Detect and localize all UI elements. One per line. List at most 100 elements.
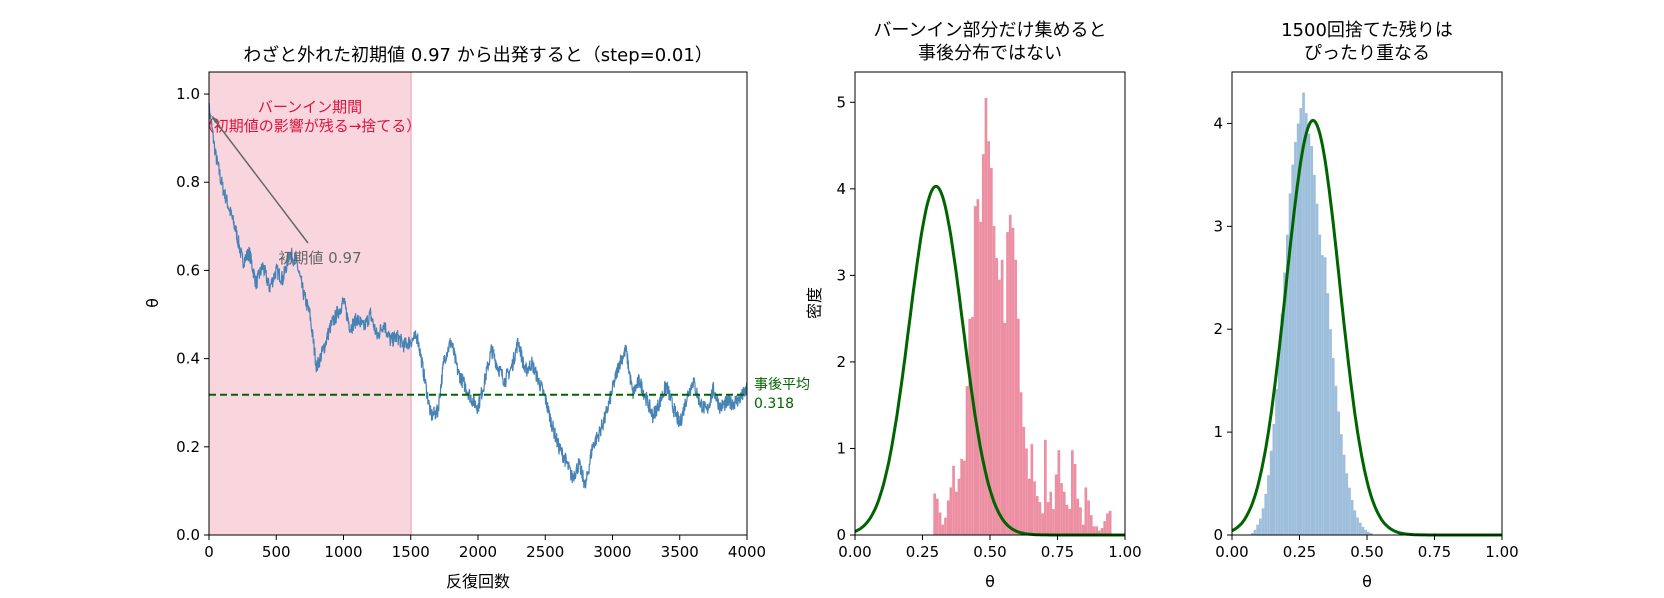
histogram-bar (957, 478, 961, 535)
histogram-bar (1358, 522, 1362, 535)
y-tick-label: 0.0 (176, 526, 200, 544)
histogram-bar (1323, 257, 1327, 535)
histogram-bar (1073, 464, 1077, 535)
histogram-bar (1302, 92, 1305, 536)
trace-panel: 0 500 1000 1500 2000 2500 3000 3500 4000 0.0 0.2 0.… (143, 44, 810, 591)
x-tick-label: 3500 (661, 543, 699, 561)
histogram-bar (1106, 513, 1109, 535)
posterior-histogram-marks (1231, 92, 1502, 537)
histogram-bar (1046, 502, 1050, 535)
x-tick-label: 4000 (728, 543, 766, 561)
histogram-bar (1014, 259, 1017, 535)
x-tick-label: 0.50 (973, 543, 1006, 561)
posterior-histogram-panel: 0.00 0.25 0.50 0.75 1.00 0 1 2 3 4 1500回捨てた残りは ぴっ… (1213, 20, 1518, 591)
histogram-bar (1329, 329, 1332, 535)
histogram-bar (1062, 491, 1066, 535)
posterior-mean-label-line1: 事後平均 (754, 377, 810, 393)
y-tick-label: 0 (836, 526, 846, 544)
histogram-bar (1030, 444, 1034, 535)
histogram-bar (1259, 518, 1262, 535)
x-tick-label: 0.50 (1350, 543, 1383, 561)
histogram-bar (1044, 439, 1047, 535)
histogram-bar (1315, 203, 1319, 535)
histogram-bar (1299, 108, 1303, 535)
histogram-bar (1035, 496, 1039, 535)
histogram-bar (1052, 509, 1055, 535)
posterior-histogram-title-line2: ぴったり重なる (1304, 43, 1430, 64)
histogram-bar (1353, 510, 1357, 535)
histogram-bar (1326, 293, 1330, 535)
histogram-bar (981, 154, 985, 535)
histogram-bar (1008, 214, 1012, 536)
histogram-bar (1108, 510, 1112, 535)
posterior-histogram-x-axis-label: θ (1362, 572, 1372, 591)
histogram-bar (1296, 123, 1300, 535)
histogram-bar (1269, 450, 1273, 535)
y-tick-label: 0.8 (176, 173, 200, 191)
histogram-bar (941, 524, 945, 535)
histogram-bar (979, 221, 982, 535)
histogram-bar (1280, 313, 1284, 535)
x-tick-label: 2000 (459, 543, 497, 561)
histogram-bar (973, 206, 977, 535)
histogram-bar (1250, 532, 1254, 535)
x-tick-label: 2500 (526, 543, 564, 561)
burnin-histogram-y-axis-label: 密度 (805, 287, 824, 319)
histogram-bar (992, 226, 996, 535)
histogram-bar (1264, 493, 1268, 535)
x-tick-label: 3000 (593, 543, 631, 561)
histogram-bar (1283, 272, 1286, 535)
y-tick-label: 5 (836, 93, 846, 111)
trace-line (208, 103, 748, 489)
histogram-bar (933, 493, 936, 535)
histogram-bar (1017, 318, 1020, 535)
histogram-bar (976, 199, 980, 535)
histogram-bar (1027, 478, 1031, 535)
histogram-bar (1041, 513, 1044, 535)
histogram-bar (1103, 521, 1107, 535)
histogram-bar (1272, 423, 1276, 535)
histogram-bar (1291, 164, 1295, 535)
histogram-bar (1006, 232, 1009, 536)
x-tick-label: 500 (262, 543, 291, 561)
histogram-bar (1025, 448, 1028, 535)
histogram-bar (968, 318, 972, 535)
histogram-bar (990, 168, 993, 535)
histogram-bar (1060, 483, 1063, 535)
histogram-bar (944, 517, 947, 535)
histogram-bar (1019, 392, 1023, 535)
histogram-bar (960, 458, 963, 535)
histogram-bar (1065, 504, 1069, 535)
y-tick-label: 4 (836, 180, 846, 198)
histogram-bar (1286, 234, 1289, 535)
y-tick-label: 1 (836, 439, 846, 457)
y-tick-label: 0 (1213, 526, 1223, 544)
histogram-bar (938, 512, 942, 535)
y-tick-label: 4 (1213, 114, 1223, 132)
burnin-label-line1: バーンイン期間 (258, 98, 362, 116)
histogram-bar (1307, 133, 1311, 535)
histogram-bar (1364, 529, 1367, 535)
histogram-bar (1100, 528, 1104, 535)
x-tick-label: 0.25 (1283, 543, 1316, 561)
x-tick-label: 1.00 (1108, 543, 1141, 561)
histogram-bar (998, 279, 1001, 535)
histogram-bar (1340, 434, 1343, 535)
histogram-bar (971, 316, 974, 535)
x-tick-label: 0.00 (838, 543, 871, 561)
histogram-bar (954, 491, 958, 535)
histogram-bar (1267, 475, 1270, 535)
histogram-bar (995, 258, 999, 535)
histogram-bar (1098, 530, 1101, 535)
histogram-bar (1011, 227, 1015, 535)
histogram-bar (1277, 349, 1281, 535)
trace-x-axis-label: 反復回数 (446, 572, 510, 591)
histogram-bar (1348, 487, 1351, 535)
y-tick-label: 0.6 (176, 261, 200, 279)
histogram-bar (946, 500, 950, 535)
histogram-bar (1076, 498, 1080, 535)
histogram-bar (1079, 507, 1082, 535)
histogram-bar (1367, 531, 1370, 535)
x-tick-label: 0 (204, 543, 214, 561)
histogram-bar (1294, 141, 1297, 535)
